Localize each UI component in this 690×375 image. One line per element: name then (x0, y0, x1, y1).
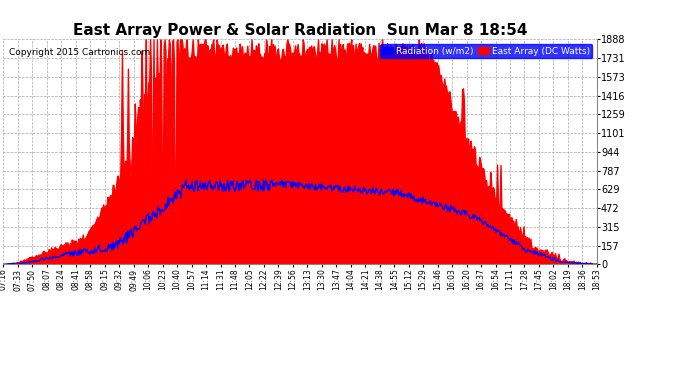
Title: East Array Power & Solar Radiation  Sun Mar 8 18:54: East Array Power & Solar Radiation Sun M… (73, 23, 527, 38)
Legend: Radiation (w/m2), East Array (DC Watts): Radiation (w/m2), East Array (DC Watts) (380, 44, 592, 58)
Text: Copyright 2015 Cartronics.com: Copyright 2015 Cartronics.com (10, 48, 150, 57)
